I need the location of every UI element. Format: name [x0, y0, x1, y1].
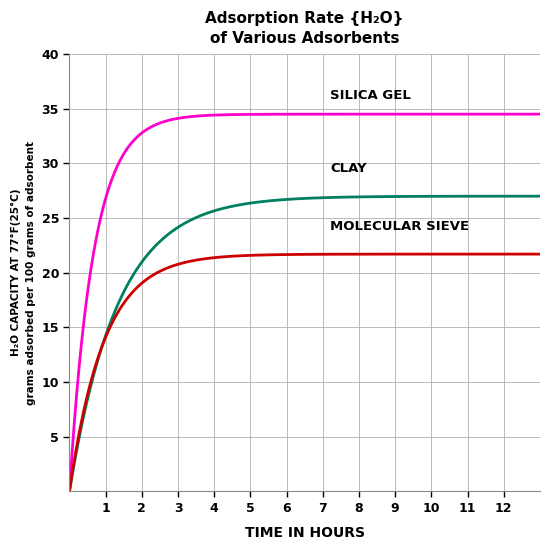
Title: Adsorption Rate {H₂O}
of Various Adsorbents: Adsorption Rate {H₂O} of Various Adsorbe…	[206, 11, 404, 46]
Text: SILICA GEL: SILICA GEL	[330, 89, 411, 102]
X-axis label: TIME IN HOURS: TIME IN HOURS	[245, 526, 365, 540]
Y-axis label: H₂O CAPACITY AT 77°F(25°C)
grams adsorbed per 100 grams of adsorbent: H₂O CAPACITY AT 77°F(25°C) grams adsorbe…	[11, 141, 36, 404]
Text: MOLECULAR SIEVE: MOLECULAR SIEVE	[330, 220, 469, 233]
Text: CLAY: CLAY	[330, 163, 366, 175]
